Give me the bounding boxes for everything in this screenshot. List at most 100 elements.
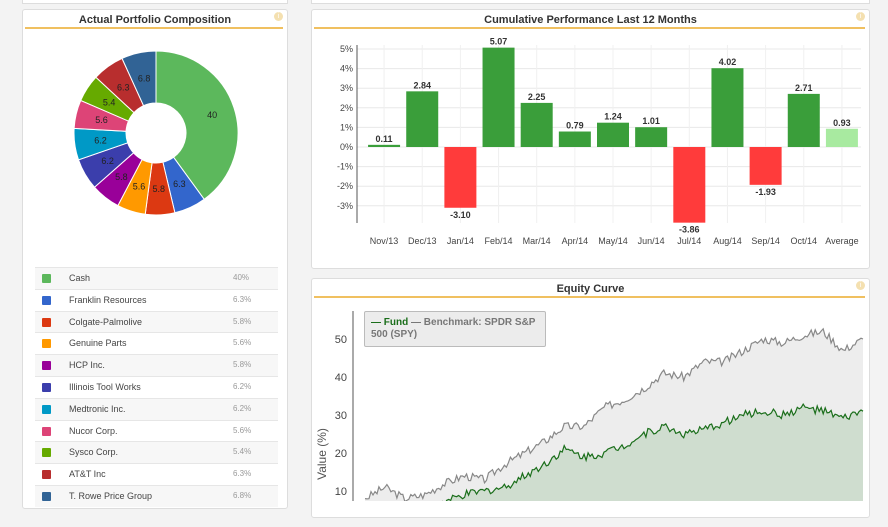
bar [520, 102, 553, 147]
slice-label: 6.3 [173, 179, 186, 189]
slice-label: 5.8 [153, 184, 166, 194]
holding-name: Illinois Tool Works [69, 382, 141, 392]
slice-label: 6.2 [101, 156, 114, 166]
holding-name: Franklin Resources [69, 294, 147, 305]
x-tick-label: Feb/14 [485, 236, 513, 246]
bar [597, 122, 629, 147]
bar [558, 131, 591, 147]
bar [787, 93, 820, 147]
x-tick-label: Oct/14 [791, 236, 818, 246]
legend-item[interactable]: Medtronic Inc. 6.2% [35, 397, 278, 420]
legend-fund: Fund [383, 317, 409, 328]
composition-donut-chart: 406.35.85.65.86.26.25.65.46.36.8 [73, 50, 239, 216]
holding-percent: 6.3% [233, 294, 252, 304]
legend-item[interactable]: AT&T Inc 6.3% [35, 463, 278, 485]
data-label: 1.01 [642, 116, 660, 126]
composition-legend: Cash 40% Franklin Resources 6.3% Colgate-Pal… [23, 267, 289, 527]
legend-item[interactable]: Cash 40% [35, 267, 278, 289]
legend-item[interactable]: Genuine Parts 5.6% [35, 332, 278, 354]
data-label: 5.07 [490, 37, 508, 47]
color-swatch [42, 339, 51, 349]
holding-percent: 6.8% [233, 491, 252, 500]
x-tick-label: Apr/14 [562, 236, 589, 246]
info-icon[interactable]: i [856, 281, 865, 290]
top-panel-edge-left [22, 0, 288, 4]
x-tick-label: Jan/14 [447, 236, 474, 246]
data-label: 2.25 [528, 92, 546, 102]
title-divider [25, 27, 283, 29]
color-swatch [42, 404, 51, 414]
holding-name: Sysco Corp. [69, 447, 119, 458]
y-tick-label: 50 [335, 334, 347, 346]
data-label: -1.93 [755, 187, 776, 197]
legend-benchmark: Benchmark: SPDR S&P 500 (SPY) [371, 317, 536, 340]
slice-label: 6.8 [138, 73, 151, 83]
y-tick-label: 20 [335, 448, 347, 460]
legend-item[interactable]: Franklin Resources 6.3% [35, 288, 278, 311]
y-tick-label: -3% [337, 201, 353, 211]
legend-item[interactable]: Illinois Tool Works 6.2% [35, 376, 278, 398]
series-line [364, 327, 864, 501]
cumulative-performance-panel: Cumulative Performance Last 12 Months i … [311, 9, 870, 269]
equity-legend[interactable]: — Fund — Benchmark: SPDR S&P 500 (SPY) [364, 311, 546, 347]
y-tick-label: 40 [335, 372, 347, 384]
holding-percent: 40% [233, 273, 250, 282]
y-tick-label: -2% [337, 181, 353, 191]
bar [444, 147, 477, 208]
y-tick-label: 5% [340, 44, 353, 54]
equity-area-chart: 50 40 30 20 10 Value (%) [315, 311, 864, 501]
bar [368, 144, 401, 147]
color-swatch [42, 295, 51, 305]
x-tick-label: Jul/14 [677, 236, 701, 246]
x-tick-label: Nov/13 [370, 236, 399, 246]
data-label: 0.11 [376, 134, 393, 144]
x-tick-label: May/14 [598, 236, 628, 246]
x-tick-label: Jun/14 [638, 236, 665, 246]
donut-slice [121, 50, 157, 107]
holding-percent: 5.8% [233, 316, 252, 326]
legend-item[interactable]: Colgate-Palmolive 5.8% [35, 310, 278, 333]
data-label: 2.71 [795, 83, 813, 93]
legend-item[interactable]: T. Rowe Price Group 6.8% [35, 485, 278, 507]
y-tick-label: 1% [340, 122, 353, 132]
x-tick-label: Dec/13 [408, 236, 437, 246]
info-icon[interactable]: i [856, 12, 865, 21]
holding-name: Genuine Parts [69, 338, 127, 349]
performance-bar-chart: 5% 4% 3% 2% 1% 0% -1% -2% -3% 0.11 Nov/13 2.84 Dec/1… [337, 37, 861, 246]
panel-title: Equity Curve [556, 283, 625, 295]
holding-name: T. Rowe Price Group [69, 491, 153, 501]
legend-item[interactable]: Sysco Corp. 5.4% [35, 441, 278, 464]
holding-name: Colgate-Palmolive [69, 316, 143, 327]
y-tick-label: 3% [340, 83, 353, 93]
title-divider [314, 296, 865, 298]
bar [482, 47, 515, 147]
x-tick-label: Sep/14 [751, 236, 780, 246]
bar [635, 127, 668, 147]
y-tick-label: 30 [335, 410, 347, 422]
title-divider [314, 27, 865, 29]
y-tick-label: -1% [337, 162, 353, 172]
x-tick-label: Average [825, 236, 858, 246]
holding-percent: 5.6% [233, 338, 252, 348]
legend-item[interactable]: Nucor Corp. 5.6% [35, 419, 278, 442]
slice-label: 6.3 [117, 83, 130, 93]
holding-percent: 6.3% [233, 469, 252, 479]
slice-label: 5.8 [115, 172, 128, 182]
legend-item[interactable]: HCP Inc. 5.8% [35, 354, 278, 377]
bar [406, 91, 439, 147]
y-axis-label: Value (%) [315, 428, 329, 480]
bar [673, 147, 706, 223]
data-label: -3.86 [679, 225, 700, 235]
info-icon[interactable]: i [274, 12, 283, 21]
slice-label: 5.6 [95, 115, 108, 125]
holding-percent: 5.6% [233, 425, 252, 435]
holding-percent: 5.8% [233, 360, 252, 370]
y-tick-label: 4% [340, 64, 353, 74]
color-swatch [42, 317, 51, 327]
x-tick-label: Mar/14 [523, 236, 551, 246]
holding-name: AT&T Inc [69, 469, 106, 480]
x-tick-label: Aug/14 [713, 236, 742, 246]
portfolio-composition-panel: Actual Portfolio Composition i 40 6.3 5.8 5… [22, 9, 288, 509]
slice-label: 5.4 [103, 97, 116, 107]
data-label: -3.10 [450, 210, 471, 220]
